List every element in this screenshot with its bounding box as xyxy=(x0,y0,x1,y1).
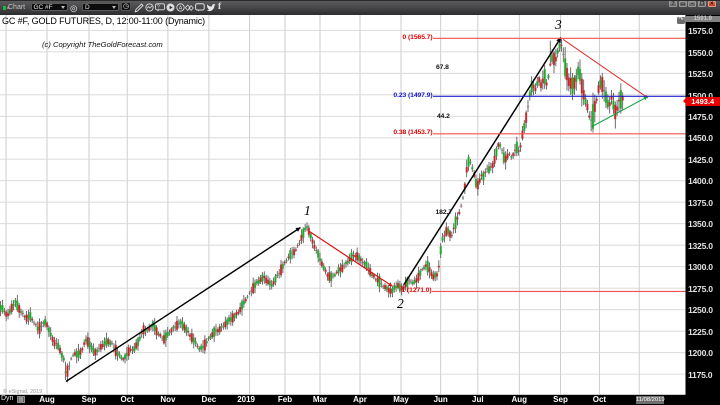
svg-text:A: A xyxy=(178,5,182,11)
svg-text:?: ? xyxy=(157,5,160,11)
